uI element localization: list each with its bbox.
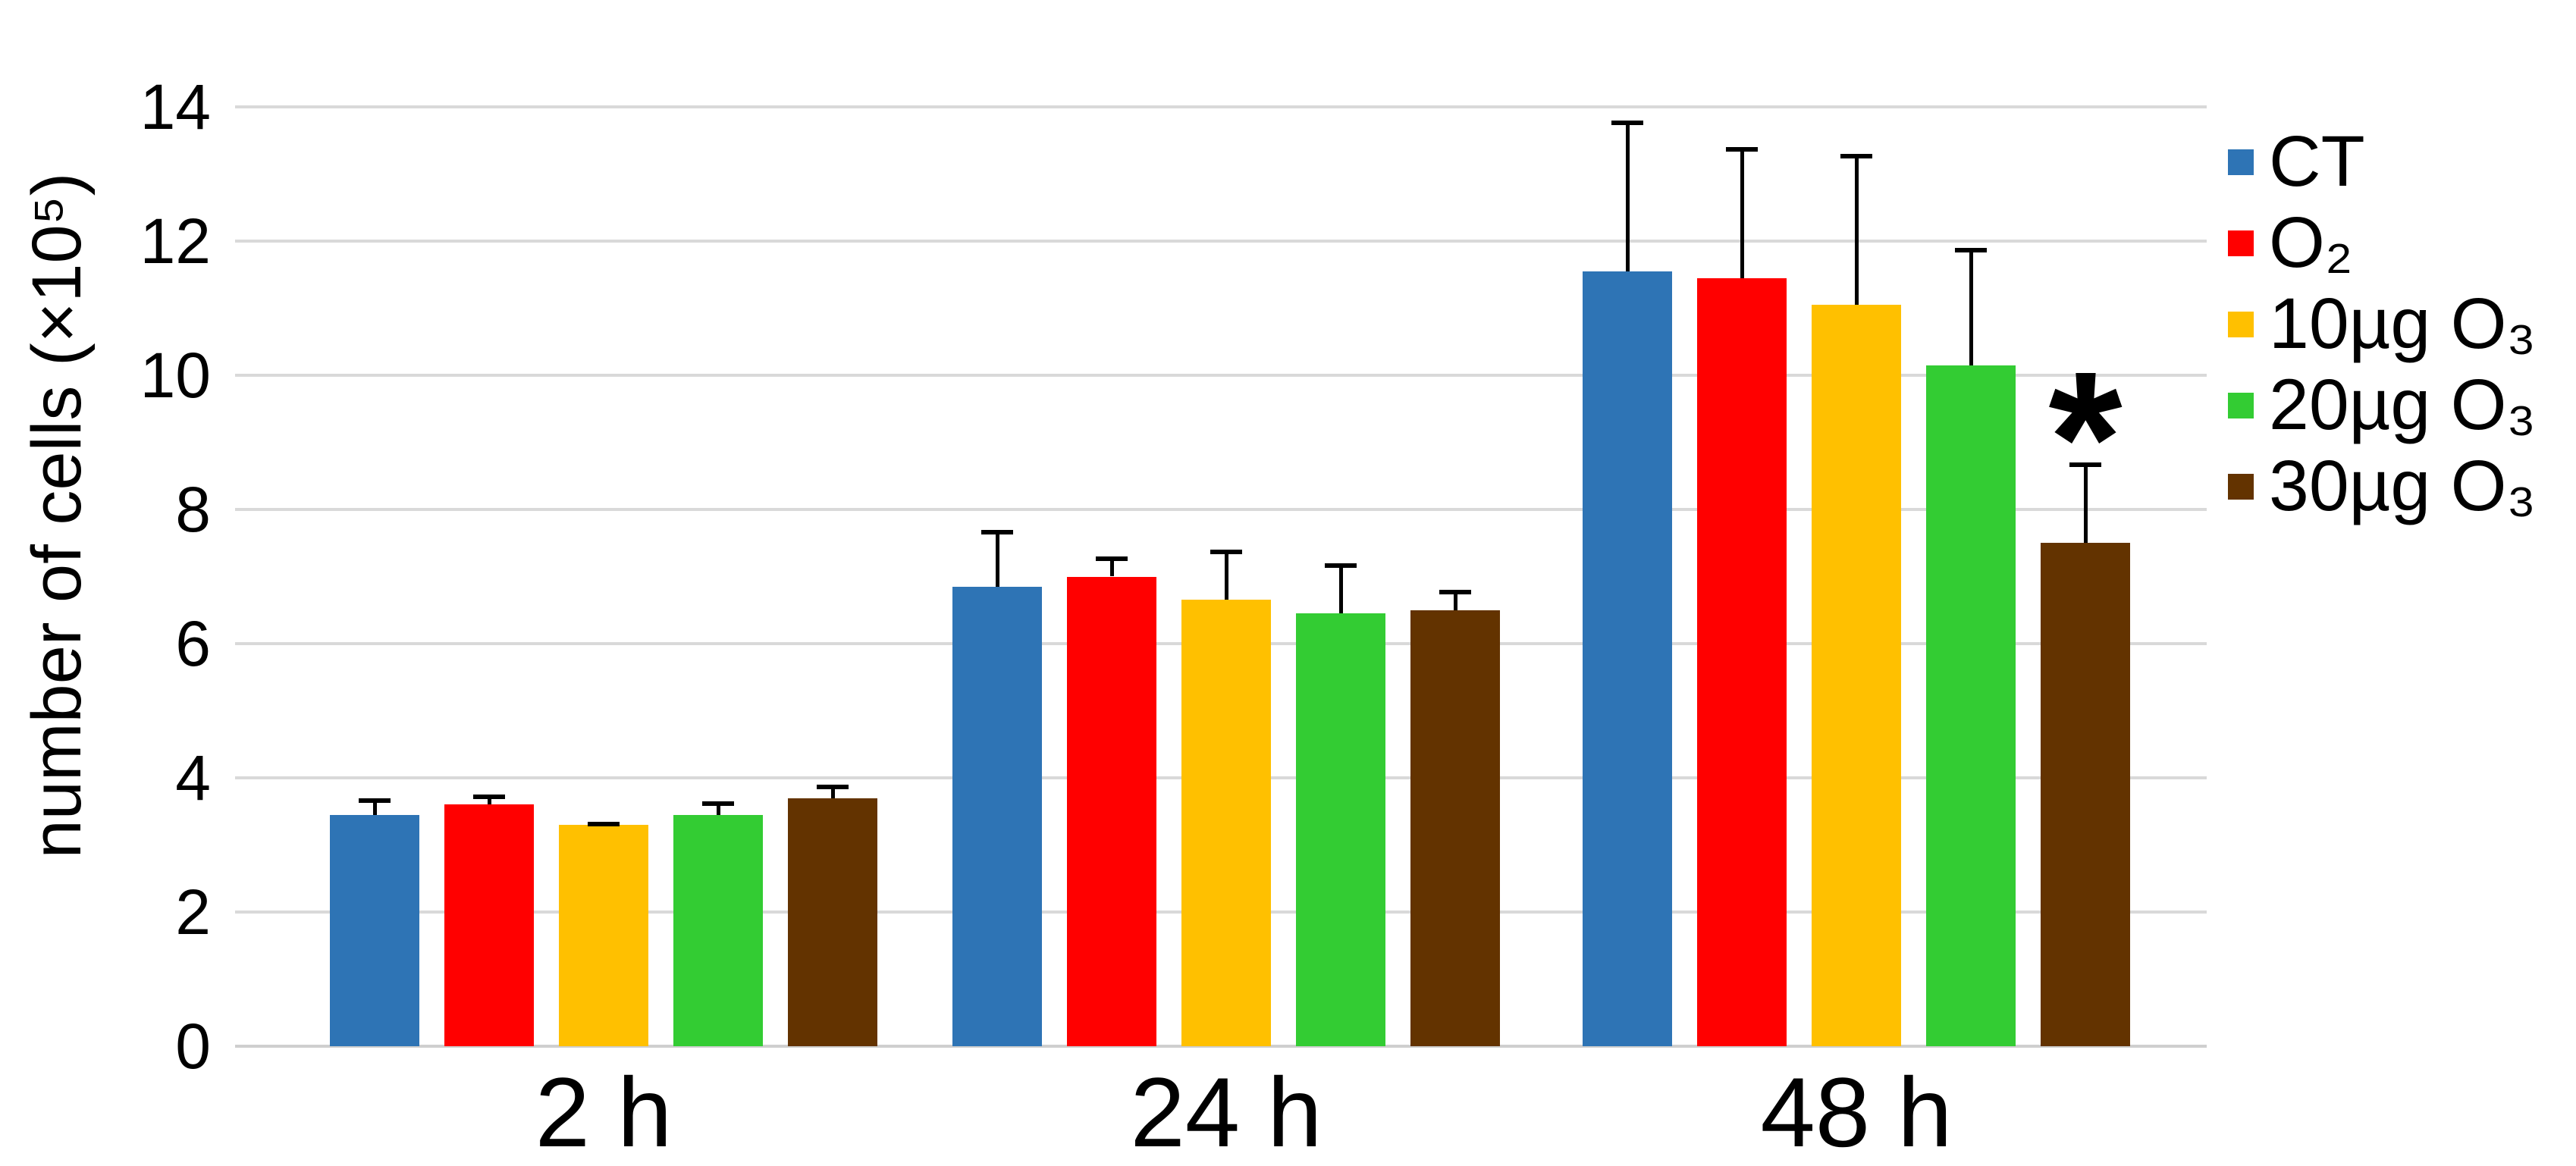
bar bbox=[1410, 610, 1500, 1046]
error-bar-cap bbox=[1611, 120, 1643, 125]
gridline bbox=[235, 240, 2207, 243]
y-tick-label: 4 bbox=[175, 742, 211, 813]
error-bar-whisker bbox=[716, 801, 720, 815]
y-tick-label: 0 bbox=[175, 1011, 211, 1082]
legend: CT O₂ 10µg O₃ 20µg O₃ 30µg O₃ bbox=[2228, 121, 2536, 527]
legend-swatch bbox=[2228, 230, 2254, 256]
legend-item: CT bbox=[2228, 121, 2536, 202]
legend-item: 20µg O₃ bbox=[2228, 365, 2536, 446]
error-bar-cap bbox=[1096, 556, 1128, 561]
error-bar-whisker bbox=[372, 798, 377, 815]
bar bbox=[444, 804, 534, 1046]
legend-item: O₂ bbox=[2228, 202, 2536, 284]
y-tick-label: 12 bbox=[140, 205, 211, 277]
error-bar-whisker bbox=[1740, 147, 1744, 278]
error-bar-cap bbox=[359, 798, 391, 803]
error-bar-cap bbox=[702, 801, 734, 806]
bar bbox=[2041, 543, 2130, 1046]
bar bbox=[1697, 277, 1787, 1046]
bar bbox=[1067, 576, 1156, 1046]
legend-label: O₂ bbox=[2269, 202, 2353, 283]
error-bar-cap bbox=[473, 795, 505, 800]
legend-label: CT bbox=[2269, 121, 2365, 202]
bar bbox=[1812, 305, 1901, 1046]
legend-swatch bbox=[2228, 311, 2254, 337]
error-bar-cap bbox=[981, 529, 1013, 534]
y-tick-label: 8 bbox=[175, 474, 211, 545]
bar bbox=[559, 824, 648, 1046]
legend-item: 30µg O₃ bbox=[2228, 446, 2536, 527]
bar bbox=[330, 814, 419, 1046]
error-bar-cap bbox=[1325, 563, 1357, 568]
error-bar-whisker bbox=[1224, 550, 1228, 600]
error-bar-whisker bbox=[1625, 120, 1630, 271]
legend-label: 30µg O₃ bbox=[2269, 446, 2537, 526]
error-bar-cap bbox=[1210, 550, 1242, 555]
y-tick-label: 14 bbox=[140, 71, 211, 143]
gridline bbox=[235, 374, 2207, 377]
error-bar-cap bbox=[1726, 147, 1758, 152]
legend-swatch bbox=[2228, 149, 2254, 175]
error-bar-whisker bbox=[1854, 153, 1859, 306]
legend-swatch bbox=[2228, 392, 2254, 418]
error-bar-cap bbox=[817, 784, 849, 789]
legend-item: 10µg O₃ bbox=[2228, 284, 2536, 365]
legend-label: 20µg O₃ bbox=[2269, 365, 2537, 445]
error-bar-cap bbox=[1439, 590, 1471, 595]
gridline bbox=[235, 105, 2207, 108]
error-bar-cap bbox=[1955, 247, 1987, 252]
bar bbox=[1296, 613, 1385, 1046]
gridline bbox=[235, 508, 2207, 511]
bar bbox=[788, 798, 877, 1046]
legend-label: 10µg O₃ bbox=[2269, 284, 2537, 364]
error-bar-whisker bbox=[830, 784, 835, 798]
y-tick-label: 10 bbox=[140, 340, 211, 411]
x-tick-label: 24 h bbox=[1130, 1057, 1323, 1166]
error-bar-whisker bbox=[1338, 563, 1343, 614]
bar bbox=[1926, 365, 2016, 1046]
bar bbox=[1181, 600, 1271, 1046]
error-bar-cap bbox=[588, 821, 620, 826]
bar bbox=[1583, 271, 1672, 1046]
y-tick-label: 6 bbox=[175, 608, 211, 679]
legend-swatch bbox=[2228, 473, 2254, 500]
bar bbox=[673, 814, 763, 1046]
error-bar-whisker bbox=[1969, 247, 1973, 365]
error-bar-cap bbox=[2069, 462, 2101, 468]
y-tick-label: 2 bbox=[175, 876, 211, 948]
x-tick-label: 2 h bbox=[535, 1057, 673, 1166]
error-bar-whisker bbox=[1109, 556, 1114, 577]
error-bar-whisker bbox=[995, 529, 999, 587]
error-bar-whisker bbox=[487, 795, 491, 805]
error-bar-cap bbox=[1840, 153, 1872, 158]
x-tick-label: 48 h bbox=[1760, 1057, 1953, 1166]
bar bbox=[952, 586, 1042, 1046]
error-bar-whisker bbox=[2083, 462, 2088, 544]
x-axis-baseline bbox=[235, 1045, 2207, 1048]
error-bar-whisker bbox=[1453, 590, 1457, 610]
significance-asterisk: * bbox=[2048, 332, 2123, 544]
